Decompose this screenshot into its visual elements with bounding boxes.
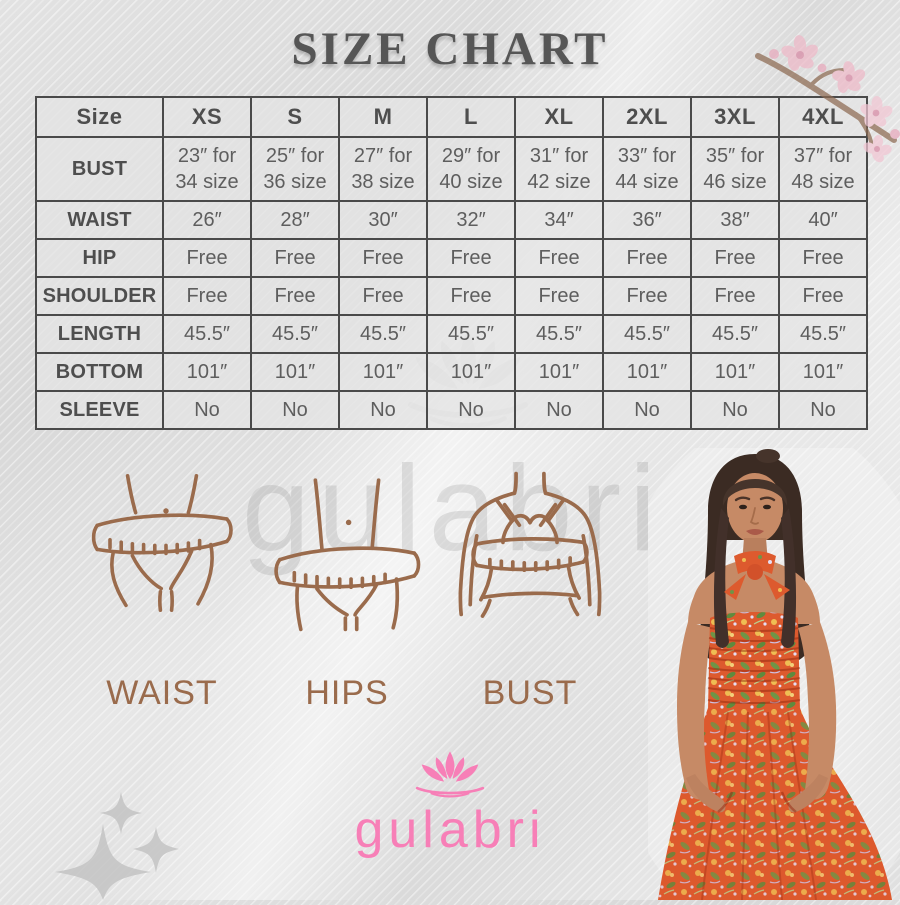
size-value-cell: No	[338, 390, 428, 430]
table-row: HIP Free Free Free Free Free Free Free Free	[35, 238, 868, 278]
size-value-cell: 38″	[690, 200, 780, 240]
size-value-cell: 101″	[338, 352, 428, 392]
size-value-cell: 40″	[778, 200, 868, 240]
column-header: S	[250, 96, 340, 138]
size-value-cell: No	[602, 390, 692, 430]
size-value-cell: 25″ for 36 size	[250, 136, 340, 202]
size-value-cell: 33″ for 44 size	[602, 136, 692, 202]
size-value-cell: No	[250, 390, 340, 430]
model-photo	[604, 418, 900, 905]
size-value-cell: 45.5″	[602, 314, 692, 354]
size-value-cell: Free	[602, 276, 692, 316]
size-value-cell: No	[426, 390, 516, 430]
size-chart-table: Size XS S M L XL 2XL 3XL 4XL BUST 23″ for 34 size…	[35, 96, 868, 430]
table-row: LENGTH 45.5″ 45.5″ 45.5″ 45.5″ 45.5″ 45.5″ 45.5…	[35, 314, 868, 354]
size-value-cell: Free	[602, 238, 692, 278]
size-value-cell: Free	[338, 276, 428, 316]
size-value-cell: 45.5″	[162, 314, 252, 354]
size-value-cell: 30″	[338, 200, 428, 240]
bust-label: BUST	[482, 674, 578, 712]
row-label: WAIST	[35, 200, 164, 240]
size-value-cell: 26″	[162, 200, 252, 240]
size-value-cell: 32″	[426, 200, 516, 240]
size-value-cell: Free	[514, 238, 604, 278]
size-value-cell: 101″	[690, 352, 780, 392]
size-value-cell: No	[514, 390, 604, 430]
size-value-cell: Free	[162, 276, 252, 316]
size-value-cell: 34″	[514, 200, 604, 240]
table-row: BUST 23″ for 34 size 25″ for 36 size 27″ fo…	[35, 136, 868, 202]
size-value-cell: Free	[778, 238, 868, 278]
size-value-cell: Free	[690, 238, 780, 278]
table-row: SLEEVE No No No No No No No No	[35, 390, 868, 430]
size-value-cell: Free	[514, 276, 604, 316]
table-row: SHOULDER Free Free Free Free Free Free Free Free	[35, 276, 868, 316]
row-label: BOTTOM	[35, 352, 164, 392]
waist-diagram-icon	[86, 468, 238, 618]
row-label: SLEEVE	[35, 390, 164, 430]
hips-label: HIPS	[305, 674, 389, 712]
table-row: BOTTOM 101″ 101″ 101″ 101″ 101″ 101″ 101″ 101″	[35, 352, 868, 392]
size-column-header: Size	[35, 96, 164, 138]
brand-name: gulabri	[354, 801, 546, 859]
size-value-cell: 36″	[602, 200, 692, 240]
size-value-cell: 45.5″	[250, 314, 340, 354]
size-chart-body: BUST 23″ for 34 size 25″ for 36 size 27″ fo…	[35, 136, 868, 430]
size-value-cell: 45.5″	[338, 314, 428, 354]
size-value-cell: 101″	[602, 352, 692, 392]
size-value-cell: Free	[690, 276, 780, 316]
waist-label: WAIST	[106, 674, 218, 712]
column-header: L	[426, 96, 516, 138]
size-value-cell: No	[162, 390, 252, 430]
size-value-cell: Free	[162, 238, 252, 278]
lotus-logo-icon	[415, 751, 485, 798]
row-label: HIP	[35, 238, 164, 278]
column-header: XS	[162, 96, 252, 138]
row-label: BUST	[35, 136, 164, 202]
size-value-cell: 45.5″	[778, 314, 868, 354]
hips-diagram-icon	[270, 476, 424, 632]
size-value-cell: Free	[426, 238, 516, 278]
size-value-cell: Free	[778, 276, 868, 316]
size-value-cell: 23″ for 34 size	[162, 136, 252, 202]
size-value-cell: No	[690, 390, 780, 430]
size-value-cell: 101″	[778, 352, 868, 392]
size-value-cell: 31″ for 42 size	[514, 136, 604, 202]
size-value-cell: 27″ for 38 size	[338, 136, 428, 202]
column-header: M	[338, 96, 428, 138]
sparkles-icon	[55, 792, 179, 900]
size-value-cell: 28″	[250, 200, 340, 240]
column-header: 2XL	[602, 96, 692, 138]
table-row: WAIST 26″ 28″ 30″ 32″ 34″ 36″ 38″ 40″	[35, 200, 868, 240]
row-label: LENGTH	[35, 314, 164, 354]
column-header: XL	[514, 96, 604, 138]
size-value-cell: 45.5″	[690, 314, 780, 354]
size-value-cell: 45.5″	[514, 314, 604, 354]
size-value-cell: 45.5″	[426, 314, 516, 354]
row-label: SHOULDER	[35, 276, 164, 316]
size-value-cell: 101″	[250, 352, 340, 392]
size-value-cell: Free	[250, 238, 340, 278]
size-value-cell: Free	[250, 276, 340, 316]
bust-diagram-icon	[444, 468, 616, 620]
brand-logo: gulabri	[300, 748, 600, 860]
size-value-cell: No	[778, 390, 868, 430]
size-value-cell: 101″	[514, 352, 604, 392]
size-value-cell: 101″	[162, 352, 252, 392]
cherry-blossom-icon	[755, 35, 900, 163]
size-chart-header-row: Size XS S M L XL 2XL 3XL 4XL	[35, 96, 868, 138]
size-value-cell: Free	[426, 276, 516, 316]
size-value-cell: 29″ for 40 size	[426, 136, 516, 202]
size-value-cell: 101″	[426, 352, 516, 392]
size-value-cell: Free	[338, 238, 428, 278]
